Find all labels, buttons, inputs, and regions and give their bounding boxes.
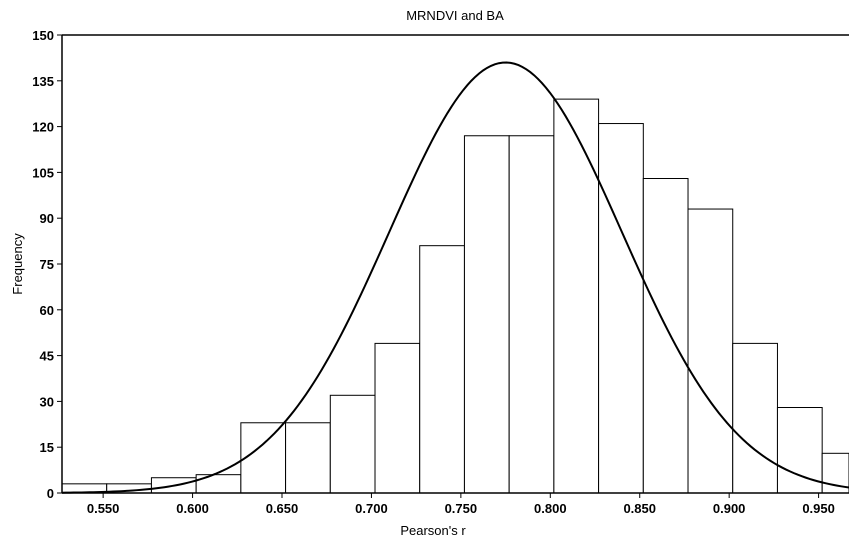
y-tick-label: 15	[40, 440, 54, 455]
y-tick-label: 45	[40, 349, 54, 364]
x-axis-ticks: 0.550 0.600 0.650 0.700 0.750 0.800 0.850 0.900…	[87, 493, 835, 516]
histogram-bar	[285, 422, 331, 494]
x-tick-label: 0.550	[87, 501, 120, 516]
y-tick-label: 60	[40, 303, 54, 318]
y-axis-ticks: 0 15 30 45 60 75 90 105 120 135 150	[32, 28, 62, 501]
y-tick-label: 105	[32, 165, 54, 180]
histogram-bar	[687, 208, 734, 494]
x-tick-label: 0.850	[623, 501, 656, 516]
x-tick-label: 0.800	[534, 501, 567, 516]
histogram-bar	[508, 135, 555, 494]
y-axis-label: Frequency	[10, 233, 25, 295]
x-tick-label: 0.750	[445, 501, 478, 516]
histogram-bar	[463, 135, 510, 494]
histogram-bar	[374, 342, 421, 494]
histogram-bar	[329, 394, 376, 494]
x-tick-label: 0.600	[176, 501, 209, 516]
y-tick-label: 150	[32, 28, 54, 43]
x-axis-label: Pearson's r	[400, 523, 466, 538]
y-tick-label: 30	[40, 394, 54, 409]
x-tick-label: 0.700	[355, 501, 388, 516]
x-tick-label: 0.650	[266, 501, 299, 516]
histogram-bar	[642, 178, 689, 494]
x-tick-label: 0.900	[713, 501, 746, 516]
histogram-bar	[553, 98, 600, 494]
histogram-bar	[240, 422, 287, 494]
y-tick-label: 90	[40, 211, 54, 226]
histogram-bar	[419, 245, 465, 494]
histogram-bars	[61, 98, 849, 494]
normal-fit-curve	[61, 61, 849, 494]
histogram-bar	[732, 342, 778, 494]
y-tick-label: 0	[47, 486, 54, 501]
histogram-bar	[598, 123, 644, 494]
x-tick-label: 0.950	[802, 501, 835, 516]
chart-title: MRNDVI and BA	[406, 8, 504, 23]
y-tick-label: 135	[32, 74, 54, 89]
y-tick-label: 120	[32, 120, 54, 135]
y-tick-label: 75	[40, 257, 54, 272]
